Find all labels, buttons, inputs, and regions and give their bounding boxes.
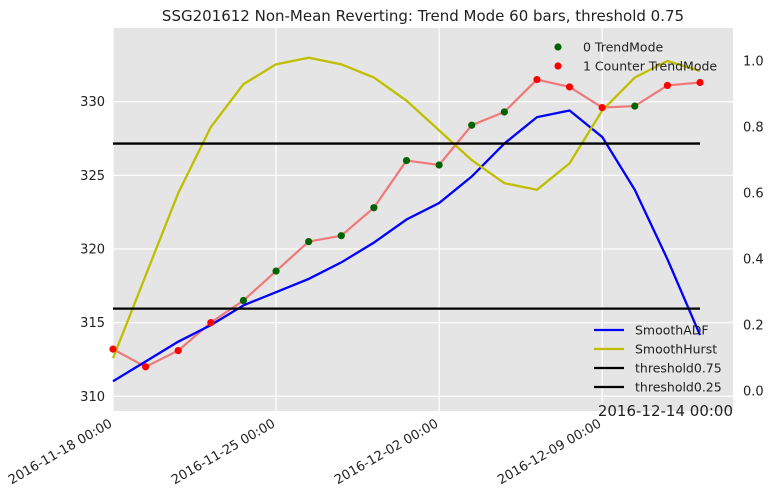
y-left-tick-label: 330 — [80, 95, 105, 110]
legend-marker — [554, 62, 562, 70]
trend-mode-point — [142, 363, 150, 371]
y-right-tick-label: 0.2 — [743, 319, 764, 334]
trend-mode-point — [696, 78, 704, 87]
trend-mode-point — [663, 81, 671, 90]
trend-mode-point — [109, 345, 117, 353]
y-right-tick-label: 0.8 — [743, 121, 764, 136]
trend-mode-point — [402, 156, 411, 165]
legend-marker — [554, 43, 562, 51]
trend-mode-point — [174, 347, 182, 355]
scatter-legend: 0 TrendMode 1 Counter TrendMode — [554, 40, 717, 74]
y-left-tick-label: 325 — [80, 169, 105, 184]
y-right-tick-label: 1.0 — [743, 55, 764, 70]
trend-mode-point — [598, 103, 606, 112]
trend-mode-point — [631, 102, 639, 110]
trend-mode-point — [239, 296, 248, 305]
y-left-tick-label: 315 — [80, 316, 105, 331]
trend-mode-point — [565, 83, 574, 91]
x-tick-label: 2016-12-09 00:00 — [495, 416, 604, 488]
chart-title: SSG201612 Non-Mean Reverting: Trend Mode… — [162, 7, 684, 25]
y-right-tick-label: 0.6 — [743, 187, 764, 202]
corner-date-label: 2016-12-14 00:00 — [598, 402, 733, 420]
y-left-tick-label: 320 — [80, 242, 105, 257]
x-tick-label: 2016-12-02 00:00 — [332, 416, 441, 488]
y-left-tick-label: 310 — [80, 390, 105, 405]
y-right-tick-label: 0.4 — [743, 253, 764, 268]
trend-mode-point — [533, 75, 541, 84]
legend-label: 0 TrendMode — [583, 40, 664, 55]
trend-mode-point — [305, 237, 313, 246]
legend-label: threshold0.25 — [635, 380, 722, 395]
y-right-tick-label: 0.0 — [743, 385, 764, 400]
trend-mode-point — [468, 121, 476, 129]
chart-marks — [109, 56, 704, 383]
x-tick-label: 2016-11-18 00:00 — [6, 416, 115, 488]
line-legend: SmoothADF SmoothHurst threshold0.75 thresho… — [594, 323, 722, 395]
legend-label: 1 Counter TrendMode — [583, 59, 717, 74]
trend-mode-point — [370, 204, 378, 212]
trend-mode-point — [337, 232, 345, 240]
x-tick-label: 2016-11-25 00:00 — [169, 416, 278, 488]
plot-background — [113, 28, 733, 411]
trend-mode-point — [500, 108, 508, 116]
trend-mode-point — [272, 267, 280, 275]
legend-label: threshold0.75 — [635, 361, 722, 376]
trend-mode-point — [435, 161, 443, 169]
legend-label: SmoothADF — [635, 323, 709, 338]
legend-label: SmoothHurst — [635, 342, 717, 357]
trend-mode-point — [207, 319, 215, 327]
